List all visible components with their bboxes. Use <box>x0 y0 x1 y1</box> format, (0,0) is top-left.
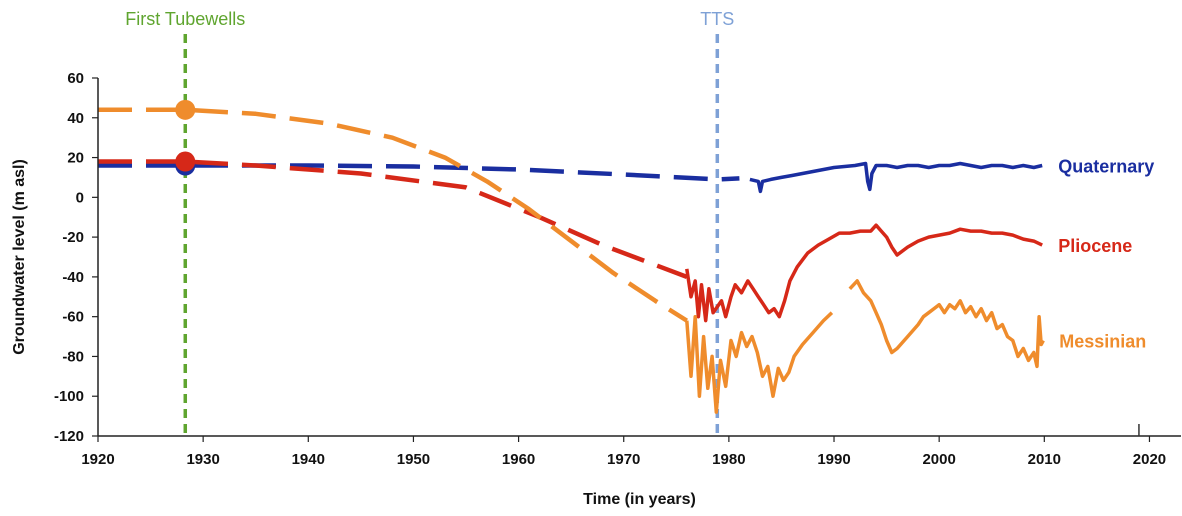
x-tick-label: 1960 <box>502 451 535 468</box>
x-tick-label: 1990 <box>817 451 850 468</box>
series-start-marker <box>175 151 196 172</box>
vertical-markers: First Tubewells TTS <box>125 9 734 436</box>
series-measured-line <box>749 161 1043 194</box>
x-tick-label: 1950 <box>397 451 430 468</box>
y-tick-label: 0 <box>76 189 84 206</box>
y-tick-label: -20 <box>62 229 84 246</box>
series-estimated-line <box>98 163 740 182</box>
x-tick-label: 2020 <box>1133 451 1166 468</box>
tick-labels: 1920 1930 1940 1950 1960 1970 1980 1990 2000 2010… <box>54 70 1166 468</box>
series-lines <box>98 107 1045 414</box>
y-tick-label: -40 <box>62 269 84 286</box>
x-axis-title: Time (in years) <box>583 491 696 508</box>
x-tick-label: 1970 <box>607 451 640 468</box>
start-markers <box>175 99 196 176</box>
x-tick-label: 2000 <box>922 451 955 468</box>
series-label: Pliocene <box>1058 236 1132 256</box>
series-start-marker <box>175 99 196 120</box>
axes <box>97 78 1181 437</box>
y-axis-title: Groundwater level (m asl) <box>11 159 28 355</box>
series-label: Quaternary <box>1058 157 1154 177</box>
x-tick-label: 1980 <box>712 451 745 468</box>
series-measured-line <box>848 279 1045 369</box>
y-tick-label: -80 <box>62 348 84 365</box>
vline-label: TTS <box>700 9 734 29</box>
x-tick-label: 1930 <box>186 451 219 468</box>
y-tick-label: 20 <box>67 150 84 167</box>
series-label: Messinian <box>1059 332 1146 352</box>
x-tick-label: 1940 <box>292 451 325 468</box>
x-tick-label: 2010 <box>1028 451 1061 468</box>
y-tick-label: 60 <box>67 70 84 87</box>
series-labels: Quaternary Pliocene Messinian <box>1058 157 1154 352</box>
vline-label: First Tubewells <box>125 9 245 29</box>
series-measured-line <box>685 223 1043 323</box>
series-estimated-line <box>98 107 688 323</box>
y-tick-label: -60 <box>62 309 84 326</box>
y-tick-label: 40 <box>67 110 84 127</box>
y-tick-label: -100 <box>54 388 84 405</box>
y-tick-label: -120 <box>54 428 84 445</box>
x-tick-label: 1920 <box>81 451 114 468</box>
series-estimated-line <box>98 159 688 280</box>
series-measured-line <box>685 311 834 414</box>
